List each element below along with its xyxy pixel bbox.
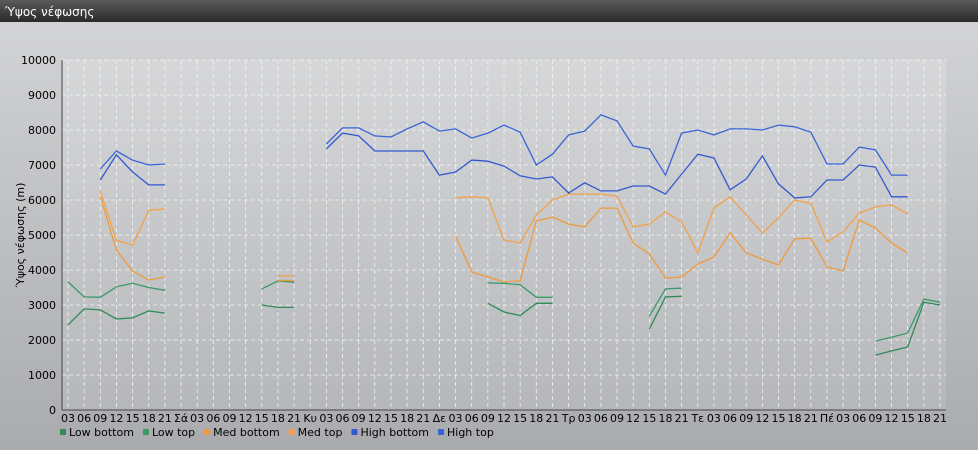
y-tick-label: 6000 — [28, 194, 56, 207]
x-tick-label: 09 — [868, 412, 882, 425]
series-line — [99, 114, 908, 177]
x-tick-label: 03 — [190, 412, 204, 425]
x-tick-label: 18 — [271, 412, 285, 425]
x-tick-label: 06 — [852, 412, 866, 425]
y-tick-label: 3000 — [28, 299, 56, 312]
x-tick-label: 21 — [545, 412, 559, 425]
x-tick-label: 21 — [416, 412, 430, 425]
x-tick-label: 12 — [239, 412, 253, 425]
series-line — [99, 196, 909, 283]
legend-label: Low bottom — [69, 426, 134, 439]
x-tick-label: 18 — [142, 412, 156, 425]
x-tick-label: 06 — [206, 412, 220, 425]
series-line — [67, 295, 941, 356]
x-tick-label: 15 — [126, 412, 140, 425]
x-tick-label: 09 — [610, 412, 624, 425]
legend-label: Low top — [152, 426, 195, 439]
legend-label: Med bottom — [213, 426, 280, 439]
x-tick-label: 03 — [836, 412, 850, 425]
y-tick-label: 10000 — [21, 54, 56, 67]
x-tick-label: 15 — [513, 412, 527, 425]
chart-title: Ύψος νέφωσης — [4, 5, 94, 19]
x-tick-label: 03 — [578, 412, 592, 425]
x-tick-label: 06 — [594, 412, 608, 425]
x-tick-label: 12 — [626, 412, 640, 425]
legend-swatch — [60, 429, 66, 435]
x-tick-label: Δε — [433, 412, 447, 425]
y-tick-label: 4000 — [28, 264, 56, 277]
x-tick-label: 18 — [788, 412, 802, 425]
x-tick-label: 15 — [642, 412, 656, 425]
x-tick-label: Τρ — [561, 412, 576, 425]
x-tick-label: 18 — [658, 412, 672, 425]
legend-swatch — [288, 429, 295, 435]
x-tick-label: 06 — [723, 412, 737, 425]
x-tick-label: 15 — [384, 412, 398, 425]
x-tick-label: 03 — [707, 412, 721, 425]
legend-label: High top — [447, 426, 494, 439]
x-tick-label: 21 — [804, 412, 818, 425]
x-tick-label: 03 — [61, 412, 75, 425]
x-tick-label: 09 — [481, 412, 495, 425]
legend-swatch — [142, 429, 149, 435]
y-tick-label: 7000 — [28, 159, 56, 172]
x-tick-label: 09 — [222, 412, 236, 425]
series-line — [99, 132, 908, 199]
y-tick-label: 5000 — [28, 229, 56, 242]
legend-label: High bottom — [360, 426, 429, 439]
title-bar — [0, 0, 978, 22]
y-axis-label: Ύψος νέφωσης (m) — [14, 183, 27, 289]
y-tick-label: 1000 — [28, 369, 56, 382]
x-tick-label: 12 — [885, 412, 899, 425]
x-tick-label: 09 — [93, 412, 107, 425]
y-tick-label: 2000 — [28, 334, 56, 347]
x-tick-label: 03 — [449, 412, 463, 425]
x-tick-label: 21 — [675, 412, 689, 425]
x-tick-label: Κυ — [303, 412, 317, 425]
series-line — [99, 190, 909, 277]
x-tick-label: 18 — [529, 412, 543, 425]
y-tick-label: 0 — [49, 404, 56, 417]
x-tick-label: 06 — [77, 412, 91, 425]
y-tick-label: 8000 — [28, 124, 56, 137]
x-tick-label: 15 — [255, 412, 269, 425]
x-tick-label: Πέ — [820, 412, 834, 425]
x-tick-label: 12 — [497, 412, 511, 425]
x-tick-label: 03 — [319, 412, 333, 425]
x-tick-label: Τε — [690, 412, 704, 425]
legend-label: Med top — [298, 426, 343, 439]
legend-swatch — [351, 429, 358, 435]
x-tick-label: 21 — [933, 412, 947, 425]
x-tick-label: 09 — [352, 412, 366, 425]
x-tick-label: 18 — [917, 412, 931, 425]
x-tick-label: Σά — [174, 412, 188, 425]
x-tick-label: 21 — [287, 412, 301, 425]
x-tick-label: 12 — [368, 412, 382, 425]
x-tick-label: 06 — [336, 412, 350, 425]
x-tick-label: 09 — [739, 412, 753, 425]
x-tick-label: 21 — [158, 412, 172, 425]
x-tick-label: 18 — [400, 412, 414, 425]
legend-swatch — [204, 429, 211, 435]
x-tick-label: 15 — [901, 412, 915, 425]
x-tick-label: 12 — [109, 412, 123, 425]
x-tick-label: 15 — [772, 412, 786, 425]
legend-swatch — [438, 429, 444, 435]
x-tick-label: 12 — [755, 412, 769, 425]
x-tick-label: 06 — [465, 412, 479, 425]
y-tick-label: 9000 — [28, 89, 56, 102]
